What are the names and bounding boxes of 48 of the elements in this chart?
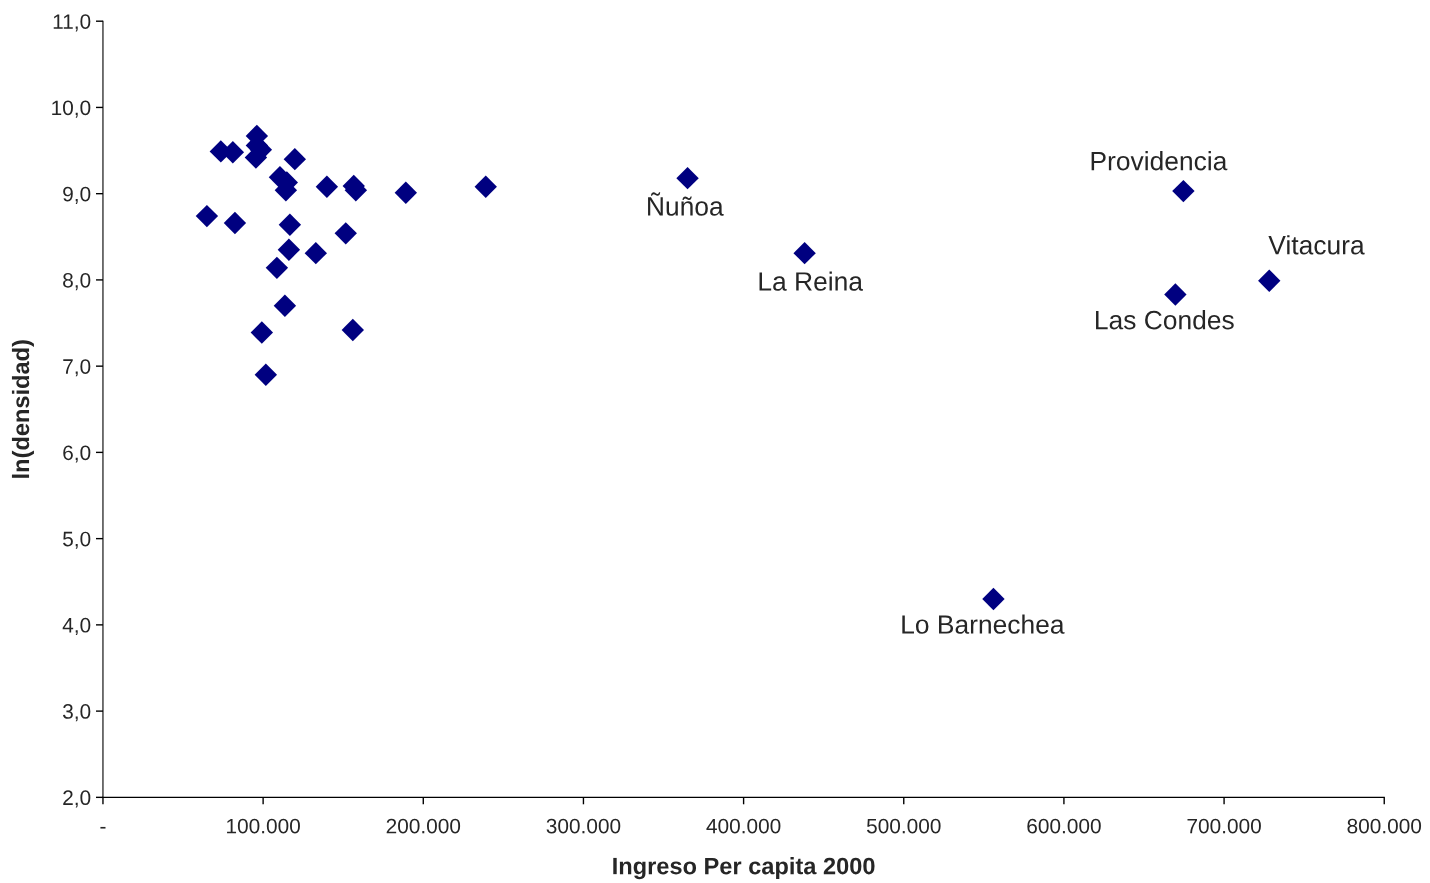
point <box>1164 283 1187 306</box>
y-tick-label: 2,0 <box>63 790 91 808</box>
y-tick-label: 6,0 <box>63 445 91 463</box>
x-tick-label: 600.000 <box>1027 818 1101 834</box>
y-tick-label: 4,0 <box>62 617 91 636</box>
x-tick-label: 300.000 <box>546 818 621 834</box>
point <box>474 175 497 198</box>
point <box>265 256 289 280</box>
y-tick-label: 11,0 <box>53 14 91 32</box>
point <box>341 318 365 342</box>
x-tick-label: 100.000 <box>227 818 300 834</box>
x-axis-title: Ingreso Per capita 2000 <box>613 857 875 880</box>
annotation: Las Condes <box>1096 310 1234 330</box>
y-tick-label: 10,0 <box>52 100 91 118</box>
point <box>283 147 307 171</box>
point <box>223 211 247 235</box>
point <box>793 241 816 265</box>
x-tick-label: 800.000 <box>1347 818 1422 834</box>
y-axis-title: ln(densidad) <box>11 340 34 478</box>
x-tick-label: 400.000 <box>706 818 781 834</box>
point <box>304 241 328 265</box>
x-tick-label: 200.000 <box>386 818 461 834</box>
annotation: Providencia <box>1091 151 1228 171</box>
y-tick-label: 9,0 <box>63 186 91 204</box>
point <box>1172 179 1195 203</box>
x-tick-label: - <box>100 826 106 829</box>
point <box>315 175 339 198</box>
y-tick-label: 5,0 <box>63 531 91 549</box>
point <box>278 213 302 236</box>
point <box>195 204 219 228</box>
annotation: Lo Barnechea <box>902 614 1065 634</box>
point <box>982 587 1005 611</box>
x-tick-label: 500.000 <box>866 818 941 834</box>
x-tick-label: 700.000 <box>1187 818 1261 834</box>
point <box>334 222 357 245</box>
y-tick-label: 8,0 <box>63 272 91 291</box>
y-tick-label: 7,0 <box>63 359 91 377</box>
point <box>394 181 418 205</box>
point <box>250 321 274 344</box>
point <box>277 238 301 261</box>
annotation: Ñuñoa <box>648 192 724 216</box>
point <box>676 166 699 190</box>
point <box>273 294 297 317</box>
annotation: Vitacura <box>1268 235 1365 255</box>
point <box>254 363 278 386</box>
point <box>1258 269 1281 292</box>
annotation: La Reina <box>759 271 863 291</box>
y-tick-label: 3,0 <box>62 704 91 722</box>
